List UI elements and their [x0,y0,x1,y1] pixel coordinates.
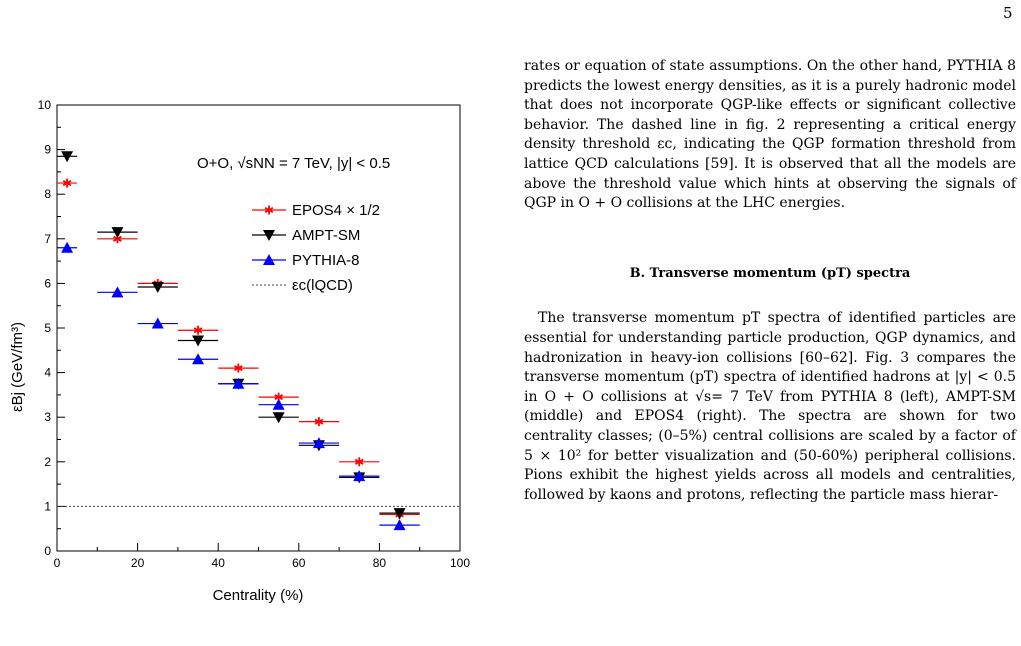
marker-triangle-down [272,412,285,424]
y-tick-label: 1 [44,499,51,513]
chart-annotation: O+O, √sNN = 7 TeV, |y| < 0.5 [197,155,390,172]
series-epos4-1-2 [57,178,420,519]
paragraph-2: The transverse momentum pT spectra of id… [524,310,1016,503]
series-pythia-8 [57,241,420,531]
y-tick-label: 4 [44,366,51,380]
marker-star [193,325,203,335]
x-tick-label: 60 [292,556,306,570]
star-stroke [193,327,203,334]
marker-triangle-down [61,151,74,163]
energy-density-chart: 0 20 40 60 80 100 0 1 2 3 4 5 6 7 8 9 10 EPOS4 × 1/2 AMPT… [9,98,470,604]
x-tick-label: 100 [450,556,470,570]
marker-triangle-up [272,398,285,410]
marker-star [62,178,72,188]
y-tick-label: 8 [44,187,51,201]
marker-triangle-up [312,437,325,449]
marker-triangle-up [192,353,205,365]
marker-triangle-up [111,286,124,298]
x-tick-label: 20 [131,556,145,570]
x-tick-label: 40 [212,556,226,570]
star-stroke [274,394,283,401]
marker-triangle-up [232,377,245,389]
legend-label: PYTHIA-8 [292,252,360,269]
marker-star [354,457,364,467]
y-tick-label: 0 [44,544,51,558]
star-stroke [113,235,122,242]
x-tick-label: 0 [54,556,61,570]
x-axis-label: Centrality (%) [213,587,304,604]
paragraph-1: rates or equation of state assumptions. … [524,58,1016,212]
marker-star [264,205,274,215]
star-stroke [354,458,364,465]
marker-triangle-up [151,317,164,329]
marker-triangle-up [263,254,275,265]
page-number: 5 [1003,4,1013,22]
x-tick-label: 80 [373,556,387,570]
y-tick-label: 5 [44,321,51,335]
marker-triangle-down [192,335,205,347]
legend-label: EPOS4 × 1/2 [292,202,380,219]
y-tick-label: 7 [44,232,51,246]
marker-triangle-up [353,470,366,482]
marker-triangle-up [393,519,406,531]
legend-label: AMPT-SM [292,227,360,244]
text-column: rates or equation of state assumptions. … [524,57,1016,505]
legend-label: εc(lQCD) [292,277,353,294]
data-marks [57,151,420,531]
marker-triangle-down [393,508,406,520]
marker-triangle-down [151,281,164,293]
star-stroke [264,206,274,214]
star-stroke [62,180,72,187]
star-stroke [234,365,243,372]
star-stroke [314,418,324,425]
y-tick-label: 10 [38,98,52,112]
y-tick-label: 2 [44,455,51,469]
marker-triangle-down [111,227,124,239]
y-tick-label: 9 [44,143,51,157]
y-tick-label: 3 [44,410,51,424]
marker-triangle-up [61,241,74,253]
chart-legend: EPOS4 × 1/2 AMPT-SM PYTHIA-8 εc(lQCD) [252,202,380,294]
marker-star [234,363,243,373]
marker-triangle-down [263,230,275,241]
y-tick-label: 6 [44,276,51,290]
section-heading: B. Transverse momentum (pT) spectra [629,265,911,281]
y-axis-label: εBj (GeV/fm³) [9,322,26,412]
marker-star [314,417,324,427]
